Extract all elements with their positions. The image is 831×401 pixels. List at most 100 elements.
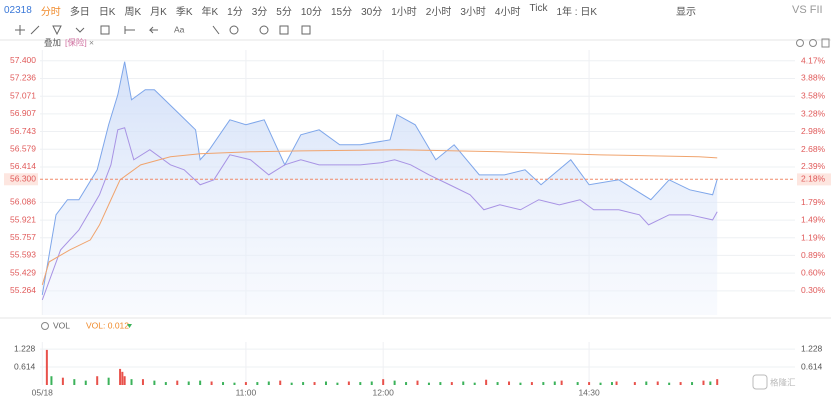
volume-bar xyxy=(542,382,545,385)
volume-bar xyxy=(576,382,579,385)
volume-bar xyxy=(553,381,556,385)
volume-bar xyxy=(84,380,87,385)
move-icon[interactable] xyxy=(15,25,25,35)
volume-bar xyxy=(679,382,682,385)
display[interactable]: 显示 xyxy=(676,6,696,18)
volume-bar xyxy=(222,382,225,385)
volume-bar xyxy=(450,382,453,385)
volume-value: VOL: 0.012 xyxy=(86,320,129,330)
wave-icon[interactable] xyxy=(75,27,85,33)
y-tick-label: 56.414 xyxy=(10,161,36,171)
period-tab[interactable]: 周K xyxy=(124,6,142,18)
period-tab[interactable]: 4小时 xyxy=(494,6,521,18)
y-tick-label: 1.228 xyxy=(14,343,36,353)
overlay-tag[interactable]: [保险] xyxy=(65,37,87,47)
hide-icon[interactable] xyxy=(259,25,269,35)
period-tab[interactable]: 月K xyxy=(150,6,167,18)
y-tick-label: 55.757 xyxy=(10,232,36,242)
y2-tick-label: 2.98% xyxy=(801,126,826,136)
volume-bar xyxy=(61,377,64,385)
y-tick-label: 57.236 xyxy=(10,73,36,83)
period-tab[interactable]: 1小时 xyxy=(391,6,417,18)
y2-tick-label: 0.30% xyxy=(801,285,826,295)
volume-bar xyxy=(530,382,533,385)
volume-bar xyxy=(656,381,659,385)
volume-bar xyxy=(199,380,202,385)
volume-bar xyxy=(164,382,167,385)
y-tick-label: 56.907 xyxy=(10,108,36,118)
volume-bar xyxy=(267,381,270,385)
volume-bar xyxy=(73,379,76,385)
lock-icon[interactable] xyxy=(279,25,289,35)
period-tab[interactable]: 2小时 xyxy=(425,6,452,18)
period-tab[interactable]: 3小时 xyxy=(460,6,486,18)
volume-bar xyxy=(599,382,602,385)
period-tab[interactable]: 5分 xyxy=(276,6,292,18)
line-icon[interactable] xyxy=(30,25,40,35)
period-tab[interactable]: 日K xyxy=(98,6,116,18)
volume-bar xyxy=(416,380,419,385)
pen-icon[interactable] xyxy=(212,25,220,35)
period-tab[interactable]: 3分 xyxy=(251,6,268,18)
volume-bar xyxy=(96,376,99,385)
volume-bar xyxy=(347,381,350,385)
last-price-label: 56.300 xyxy=(10,174,36,184)
period-tab[interactable]: 季K xyxy=(175,6,193,18)
magnet-icon[interactable] xyxy=(229,25,239,35)
toolbar: 02318 分时 多日 日K 周K 月K 季K 年K 1分 3分 5分 10分 15分 30分 1小时 2小… xyxy=(0,0,831,20)
volume-bar xyxy=(107,377,110,385)
volume-bar xyxy=(473,382,476,385)
last-change-label: 2.18% xyxy=(801,174,826,184)
volume-bar xyxy=(393,380,396,385)
series-line xyxy=(41,61,718,295)
y2-tick-label: 0.89% xyxy=(801,250,826,260)
periods: 分时 多日 日K 周K 月K 季K 年K 1分 3分 5分 10分 15分 30分 1小时 2小时 3小时 4小… xyxy=(41,3,557,18)
symbol[interactable]: 02318 xyxy=(4,4,32,16)
volume-bar xyxy=(244,382,247,385)
setting-icon[interactable] xyxy=(809,39,817,47)
volume-bar xyxy=(279,380,282,385)
volume-bar xyxy=(130,379,133,385)
y-tick-label: 55.593 xyxy=(10,250,36,260)
watermark: 格隆汇 xyxy=(752,374,796,390)
overlay-close[interactable]: × xyxy=(89,37,94,47)
eye-icon[interactable] xyxy=(41,322,49,330)
reset-icon[interactable] xyxy=(796,39,804,47)
period-tab[interactable]: 多日 xyxy=(69,6,90,18)
y-tick-label: 56.086 xyxy=(10,197,36,207)
y2-tick-label: 0.614 xyxy=(801,361,823,371)
period-tab[interactable]: 1分 xyxy=(227,6,243,18)
volume-name: VOL xyxy=(53,320,70,330)
period-tab[interactable]: 分时 xyxy=(40,6,61,18)
volume-bar xyxy=(50,376,53,385)
volume-bar xyxy=(645,381,648,385)
y-tick-label: 57.071 xyxy=(10,90,36,100)
period-tab[interactable]: 年K xyxy=(201,6,219,18)
volume-bar xyxy=(313,382,316,385)
range[interactable]: 1年 : 日K xyxy=(556,6,598,18)
volume-bar xyxy=(302,382,305,385)
measure-icon[interactable] xyxy=(124,26,135,34)
compare[interactable]: VS FII xyxy=(792,4,823,16)
period-tab[interactable]: Tick xyxy=(529,2,548,14)
volume-bar xyxy=(615,381,618,385)
font-tool[interactable]: Aa xyxy=(174,24,185,34)
volume-bar xyxy=(187,381,190,385)
fib-icon[interactable] xyxy=(52,25,62,36)
x-tick-label: 11:00 xyxy=(236,387,257,397)
last-price-tag xyxy=(4,173,38,186)
x-tick-label: 12:00 xyxy=(373,387,395,397)
period-tab[interactable]: 15分 xyxy=(330,6,353,18)
max-icon[interactable] xyxy=(821,38,830,48)
draw-toolbar: Aa xyxy=(15,24,311,36)
volume-bar xyxy=(610,382,613,385)
volume-bar xyxy=(290,382,293,385)
volume-bar xyxy=(485,379,488,385)
volume-bar xyxy=(588,382,591,385)
period-tab[interactable]: 10分 xyxy=(300,6,322,18)
period-tab[interactable]: 30分 xyxy=(361,6,383,18)
rect-icon[interactable] xyxy=(100,25,110,35)
undo-icon[interactable] xyxy=(148,26,158,34)
delete-icon[interactable] xyxy=(301,25,311,35)
